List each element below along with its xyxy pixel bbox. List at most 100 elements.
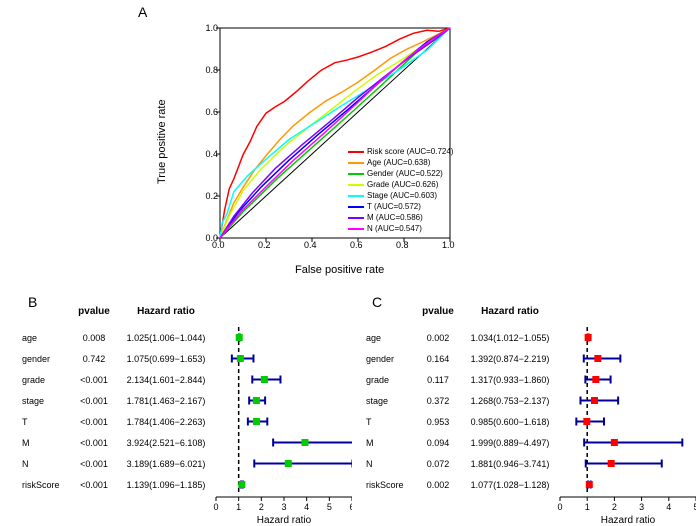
row-pvalue: 0.117 bbox=[416, 375, 460, 385]
row-hazard-ratio: 1.075(0.699−1.653) bbox=[116, 354, 216, 364]
roc-ytick: 0.6 bbox=[194, 107, 218, 117]
svg-text:0: 0 bbox=[557, 502, 562, 512]
row-hazard-ratio: 3.189(1.689−6.021) bbox=[116, 459, 216, 469]
row-plot bbox=[216, 348, 352, 369]
forest-plot-c: pvalueHazard ratioage0.0021.034(1.012−1.… bbox=[366, 306, 696, 495]
roc-ytick: 0.2 bbox=[194, 191, 218, 201]
row-hazard-ratio: 1.317(0.933−1.860) bbox=[460, 375, 560, 385]
row-name: age bbox=[366, 333, 416, 343]
svg-text:4: 4 bbox=[666, 502, 671, 512]
forest-row: grade<0.0012.134(1.601−2.844) bbox=[22, 369, 352, 390]
row-name: T bbox=[366, 417, 416, 427]
legend-item: T (AUC=0.572) bbox=[348, 201, 453, 212]
row-pvalue: <0.001 bbox=[72, 480, 116, 490]
legend-swatch bbox=[348, 217, 364, 219]
panel-label-a: A bbox=[138, 4, 147, 20]
row-plot bbox=[560, 453, 696, 474]
row-name: age bbox=[22, 333, 72, 343]
roc-xtick: 1.0 bbox=[442, 240, 455, 250]
row-plot bbox=[216, 432, 352, 453]
svg-text:1: 1 bbox=[585, 502, 590, 512]
roc-ytick: 0.4 bbox=[194, 149, 218, 159]
row-plot bbox=[560, 474, 696, 495]
row-pvalue: <0.001 bbox=[72, 396, 116, 406]
row-plot bbox=[216, 453, 352, 474]
forest-plot-b: pvalueHazard ratioage0.0081.025(1.006−1.… bbox=[22, 306, 352, 495]
roc-xtick: 0.2 bbox=[258, 240, 271, 250]
row-hazard-ratio: 1.268(0.753−2.137) bbox=[460, 396, 560, 406]
legend-item: Risk score (AUC=0.724) bbox=[348, 146, 453, 157]
legend-label: Risk score (AUC=0.724) bbox=[367, 146, 453, 157]
row-hazard-ratio: 3.924(2.521−6.108) bbox=[116, 438, 216, 448]
svg-text:2: 2 bbox=[612, 502, 617, 512]
roc-legend: Risk score (AUC=0.724)Age (AUC=0.638)Gen… bbox=[348, 146, 453, 234]
row-plot bbox=[560, 348, 696, 369]
forest-row: riskScore0.0021.077(1.028−1.128) bbox=[366, 474, 696, 495]
forest-row: gender0.7421.075(0.699−1.653) bbox=[22, 348, 352, 369]
header-hazard-ratio: Hazard ratio bbox=[460, 306, 560, 327]
roc-ytick: 0.0 bbox=[194, 233, 218, 243]
row-plot bbox=[560, 411, 696, 432]
row-pvalue: <0.001 bbox=[72, 417, 116, 427]
legend-label: Gender (AUC=0.522) bbox=[367, 168, 443, 179]
forest-row: grade0.1171.317(0.933−1.860) bbox=[366, 369, 696, 390]
legend-label: M (AUC=0.586) bbox=[367, 212, 423, 223]
legend-swatch bbox=[348, 228, 364, 230]
row-plot bbox=[560, 327, 696, 348]
legend-label: Grade (AUC=0.626) bbox=[367, 179, 438, 190]
row-name: stage bbox=[366, 396, 416, 406]
row-hazard-ratio: 1.784(1.406−2.263) bbox=[116, 417, 216, 427]
row-hazard-ratio: 1.781(1.463−2.167) bbox=[116, 396, 216, 406]
row-name: T bbox=[22, 417, 72, 427]
row-name: grade bbox=[366, 375, 416, 385]
row-hazard-ratio: 1.034(1.012−1.055) bbox=[460, 333, 560, 343]
forest-row: M0.0941.999(0.889−4.497) bbox=[366, 432, 696, 453]
svg-text:3: 3 bbox=[639, 502, 644, 512]
row-plot bbox=[216, 390, 352, 411]
legend-item: Gender (AUC=0.522) bbox=[348, 168, 453, 179]
roc-ytick: 1.0 bbox=[194, 23, 218, 33]
roc-xlabel: False positive rate bbox=[295, 264, 384, 276]
row-pvalue: 0.072 bbox=[416, 459, 460, 469]
row-pvalue: 0.742 bbox=[72, 354, 116, 364]
legend-swatch bbox=[348, 173, 364, 175]
roc-xtick: 0.4 bbox=[304, 240, 317, 250]
legend-label: N (AUC=0.547) bbox=[367, 223, 422, 234]
row-plot bbox=[560, 390, 696, 411]
row-pvalue: 0.953 bbox=[416, 417, 460, 427]
row-plot bbox=[560, 369, 696, 390]
svg-text:5: 5 bbox=[327, 502, 332, 512]
row-hazard-ratio: 0.985(0.600−1.618) bbox=[460, 417, 560, 427]
row-plot bbox=[560, 432, 696, 453]
legend-swatch bbox=[348, 151, 364, 153]
svg-text:5: 5 bbox=[693, 502, 696, 512]
svg-text:1: 1 bbox=[236, 502, 241, 512]
row-pvalue: <0.001 bbox=[72, 438, 116, 448]
roc-chart: False positive rate True positive rate R… bbox=[180, 18, 490, 272]
row-name: gender bbox=[366, 354, 416, 364]
forest-row: T0.9530.985(0.600−1.618) bbox=[366, 411, 696, 432]
svg-text:0: 0 bbox=[213, 502, 218, 512]
forest-row: stage<0.0011.781(1.463−2.167) bbox=[22, 390, 352, 411]
forest-row: M<0.0013.924(2.521−6.108) bbox=[22, 432, 352, 453]
row-pvalue: 0.164 bbox=[416, 354, 460, 364]
legend-item: Age (AUC=0.638) bbox=[348, 157, 453, 168]
header-hazard-ratio: Hazard ratio bbox=[116, 306, 216, 327]
row-hazard-ratio: 1.392(0.874−2.219) bbox=[460, 354, 560, 364]
row-hazard-ratio: 1.077(1.028−1.128) bbox=[460, 480, 560, 490]
forest-row: gender0.1641.392(0.874−2.219) bbox=[366, 348, 696, 369]
legend-item: Stage (AUC=0.603) bbox=[348, 190, 453, 201]
forest-row: N<0.0013.189(1.689−6.021) bbox=[22, 453, 352, 474]
forest-header: pvalueHazard ratio bbox=[22, 306, 352, 327]
row-hazard-ratio: 1.881(0.946−3.741) bbox=[460, 459, 560, 469]
forest-row: N0.0721.881(0.946−3.741) bbox=[366, 453, 696, 474]
roc-xtick: 0.6 bbox=[350, 240, 363, 250]
row-name: gender bbox=[22, 354, 72, 364]
forest-row: age0.0081.025(1.006−1.044) bbox=[22, 327, 352, 348]
legend-swatch bbox=[348, 162, 364, 164]
forest-row: T<0.0011.784(1.406−2.263) bbox=[22, 411, 352, 432]
header-pvalue: pvalue bbox=[416, 306, 460, 327]
legend-item: M (AUC=0.586) bbox=[348, 212, 453, 223]
roc-ylabel: True positive rate bbox=[156, 99, 168, 184]
row-plot bbox=[216, 411, 352, 432]
